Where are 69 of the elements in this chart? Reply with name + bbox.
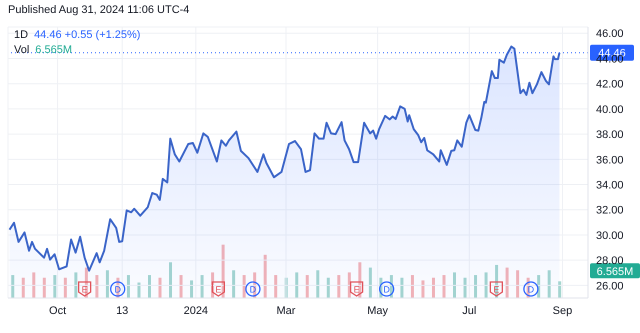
- bar: [95, 275, 98, 298]
- annotation: D: [528, 284, 535, 294]
- bar: [148, 275, 151, 298]
- bar: [410, 275, 414, 298]
- annotation: E: [82, 284, 88, 294]
- bar: [474, 275, 478, 298]
- bar: [558, 281, 562, 298]
- bar: [11, 275, 14, 298]
- bar: [421, 280, 424, 298]
- bar: [137, 282, 140, 298]
- x-tick-label: 2024: [184, 304, 208, 317]
- bar: [64, 278, 67, 298]
- bar: [326, 278, 330, 298]
- bar: [306, 275, 309, 298]
- bar: [295, 272, 298, 298]
- annotation: Vol: [14, 44, 30, 56]
- annotation: 44.46 +0.55 (+1.25%): [34, 29, 140, 41]
- y-tick-label: 32.00: [596, 204, 624, 217]
- bar: [506, 268, 509, 298]
- bar: [484, 272, 488, 298]
- bar: [264, 254, 267, 298]
- annotation: E: [215, 284, 222, 294]
- bar: [169, 262, 172, 298]
- y-tick-label: 40.00: [596, 104, 624, 116]
- bar: [180, 275, 183, 298]
- bar: [53, 275, 56, 298]
- bar: [548, 270, 551, 298]
- y-tick-label: 42.00: [596, 78, 624, 91]
- y-tick-label: 26.00: [596, 280, 624, 292]
- chart-title: 1D: [14, 29, 28, 41]
- bar: [453, 272, 456, 298]
- bar: [32, 272, 36, 298]
- bar: [368, 268, 372, 298]
- bar: [316, 270, 320, 298]
- bar: [442, 275, 446, 298]
- chart-subtitle: Published Aug 31, 2024 11:06 UTC-4: [8, 4, 190, 16]
- bar: [42, 278, 46, 298]
- x-tick-label: Jul: [462, 304, 476, 317]
- bar: [274, 275, 278, 298]
- y-tick-label: 30.00: [596, 230, 624, 242]
- bar: [126, 275, 130, 298]
- bar: [22, 278, 25, 298]
- annotation: D: [114, 284, 122, 294]
- y-tick-label: 34.00: [596, 179, 624, 192]
- text: 6.565M: [596, 266, 634, 278]
- bar: [106, 270, 109, 298]
- bar: [74, 272, 78, 298]
- y-tick-label: 36.00: [596, 154, 624, 166]
- annotation: E: [354, 284, 360, 294]
- x-tick-label: May: [367, 304, 389, 317]
- y-tick-label: 38.00: [596, 129, 624, 142]
- bar: [337, 275, 340, 298]
- bar: [190, 280, 194, 298]
- bar: [232, 270, 236, 298]
- bar: [158, 278, 162, 298]
- bar: [432, 278, 435, 298]
- bar: [516, 270, 520, 298]
- annotation: 6.565M: [35, 44, 72, 56]
- annotation: D: [383, 284, 390, 294]
- bar: [400, 278, 404, 298]
- x-tick-label: Sep: [552, 304, 572, 317]
- bar: [242, 275, 246, 298]
- annotation: D: [250, 284, 257, 294]
- x-tick-label: Mar: [276, 304, 296, 317]
- bar: [464, 278, 467, 298]
- bar: [200, 275, 204, 298]
- x-tick-label: 13: [116, 304, 128, 317]
- x-tick-label: Oct: [49, 304, 66, 317]
- y-tick-label: 46.00: [596, 28, 624, 40]
